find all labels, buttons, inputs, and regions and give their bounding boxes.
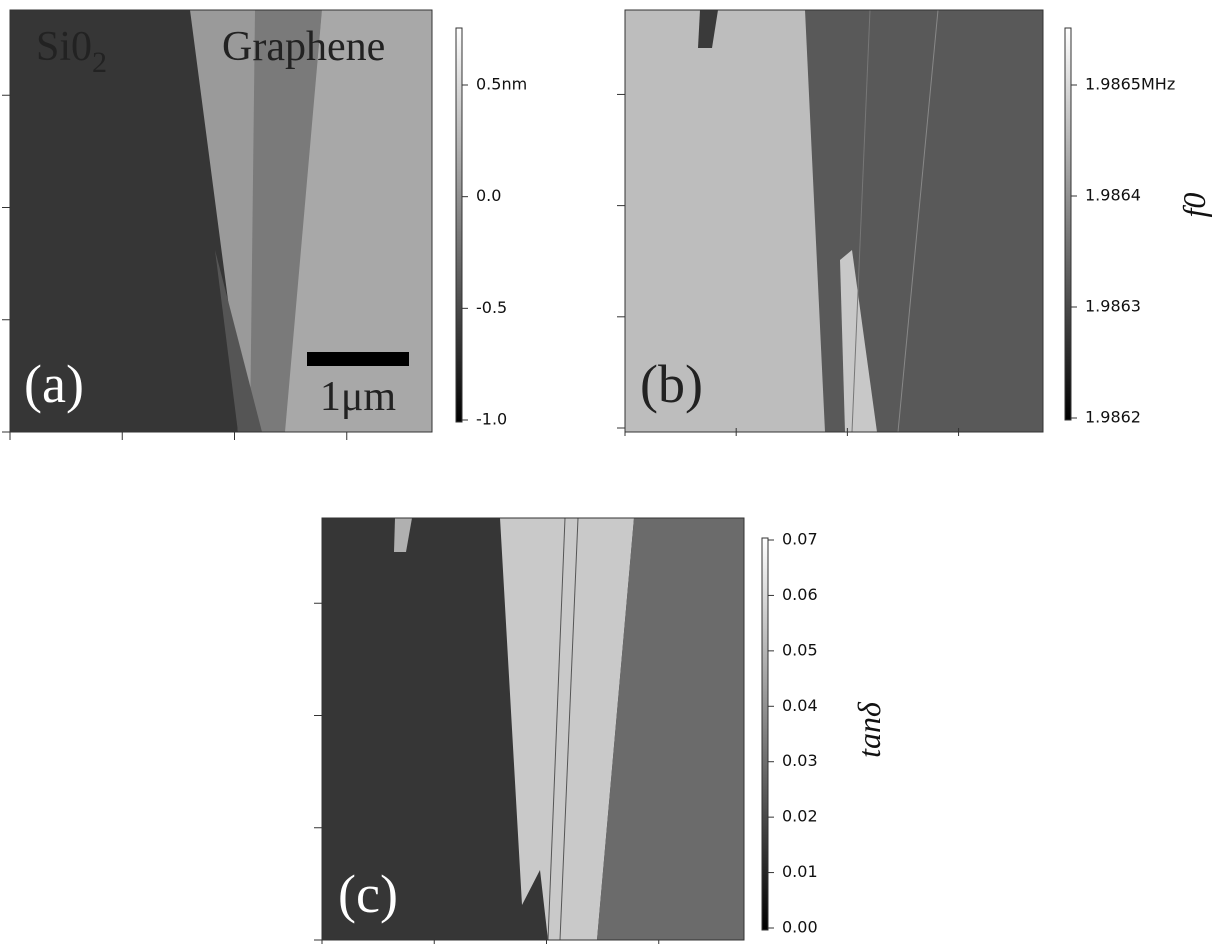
colorbar-tick-label: 1.9862	[1085, 408, 1141, 427]
panel-label: (c)	[338, 864, 398, 924]
material-label: Si02	[36, 24, 107, 79]
colorbar-tick-label: 1.9864	[1085, 186, 1141, 205]
colorbar-title: f0	[1176, 193, 1212, 218]
colorbar-title: tanδ	[851, 701, 887, 758]
panel-label: (b)	[640, 354, 703, 414]
colorbar	[1064, 27, 1072, 421]
material-label: Graphene	[222, 24, 385, 70]
colorbar-tick-label: 0.5nm	[476, 75, 527, 94]
colorbar	[761, 537, 769, 931]
panel-c-image	[321, 517, 745, 941]
colorbar-tick-label: 0.0	[476, 186, 501, 205]
colorbar	[455, 27, 463, 423]
colorbar-tick-label: 0.04	[782, 696, 818, 715]
colorbar-tick-label: 0.03	[782, 751, 818, 770]
colorbar-tick-label: 1.9863	[1085, 297, 1141, 316]
colorbar-tick-label: -1.0	[476, 410, 507, 429]
colorbar-tick-label: 0.06	[782, 585, 818, 604]
colorbar-tick-label: 0.00	[782, 918, 818, 937]
colorbar-tick-label: 0.02	[782, 807, 818, 826]
panel-a-image	[9, 9, 433, 433]
colorbar-tick-label: -0.5	[476, 298, 507, 317]
panel-b-image	[624, 9, 1044, 433]
scale-bar-label: 1μm	[320, 374, 397, 420]
colorbar-tick-label: 0.07	[782, 530, 818, 549]
colorbar-tick-label: 0.05	[782, 640, 818, 659]
panel-label: (a)	[24, 354, 84, 414]
colorbar-tick-label: 0.01	[782, 862, 818, 881]
colorbar-tick-label: 1.9865MHz	[1085, 75, 1175, 94]
